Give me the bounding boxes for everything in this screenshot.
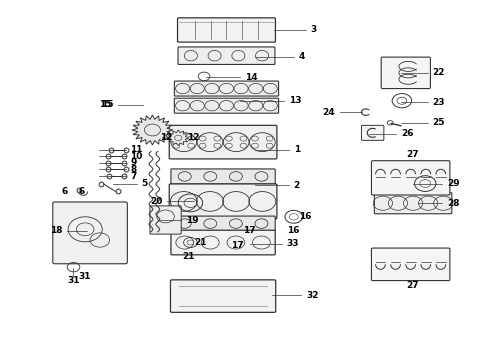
FancyBboxPatch shape	[178, 47, 275, 64]
Text: 12: 12	[187, 132, 199, 141]
Text: 15: 15	[99, 100, 112, 109]
Text: 12: 12	[160, 133, 172, 142]
FancyBboxPatch shape	[362, 125, 384, 140]
Text: 16: 16	[298, 212, 311, 221]
FancyBboxPatch shape	[169, 125, 277, 159]
FancyBboxPatch shape	[150, 206, 181, 234]
Text: 17: 17	[231, 242, 244, 251]
Text: 21: 21	[183, 252, 195, 261]
Text: 22: 22	[433, 68, 445, 77]
Text: 27: 27	[406, 281, 418, 290]
Text: 3: 3	[311, 26, 317, 35]
FancyBboxPatch shape	[53, 202, 127, 264]
Text: 7: 7	[130, 172, 137, 181]
Text: 13: 13	[289, 96, 301, 105]
FancyBboxPatch shape	[177, 18, 275, 42]
Text: 14: 14	[245, 73, 258, 82]
FancyBboxPatch shape	[169, 184, 277, 219]
Text: 31: 31	[67, 276, 80, 285]
Text: 24: 24	[322, 108, 335, 117]
Text: 11: 11	[130, 145, 143, 154]
Polygon shape	[168, 130, 189, 146]
FancyBboxPatch shape	[174, 98, 279, 113]
Text: 27: 27	[406, 150, 418, 159]
Text: 16: 16	[288, 226, 300, 235]
FancyBboxPatch shape	[174, 81, 279, 96]
Text: 6: 6	[78, 187, 85, 196]
Text: 17: 17	[243, 226, 255, 235]
Polygon shape	[132, 115, 173, 145]
FancyBboxPatch shape	[171, 169, 275, 184]
FancyBboxPatch shape	[171, 280, 276, 312]
Text: 29: 29	[447, 179, 460, 188]
Text: 1: 1	[294, 145, 300, 154]
FancyBboxPatch shape	[381, 57, 430, 89]
Text: 2: 2	[294, 181, 300, 190]
FancyBboxPatch shape	[171, 230, 275, 255]
FancyBboxPatch shape	[371, 161, 450, 195]
Text: 21: 21	[194, 238, 206, 247]
Text: 25: 25	[433, 118, 445, 127]
Text: 23: 23	[433, 98, 445, 107]
Text: 5: 5	[142, 179, 148, 188]
Text: 15: 15	[101, 100, 114, 109]
FancyBboxPatch shape	[371, 248, 450, 280]
Text: 26: 26	[401, 129, 414, 138]
FancyBboxPatch shape	[374, 193, 452, 214]
Text: 28: 28	[447, 199, 460, 208]
Text: 19: 19	[186, 216, 198, 225]
Text: 20: 20	[150, 197, 162, 206]
Text: 8: 8	[130, 165, 137, 174]
Text: 4: 4	[298, 52, 305, 61]
Text: 31: 31	[78, 272, 91, 281]
FancyBboxPatch shape	[171, 216, 275, 231]
Text: 10: 10	[130, 152, 143, 161]
Text: 32: 32	[306, 291, 318, 300]
Text: 33: 33	[287, 239, 299, 248]
Text: 9: 9	[130, 158, 137, 167]
Text: 6: 6	[61, 187, 68, 196]
Text: 18: 18	[50, 226, 62, 235]
